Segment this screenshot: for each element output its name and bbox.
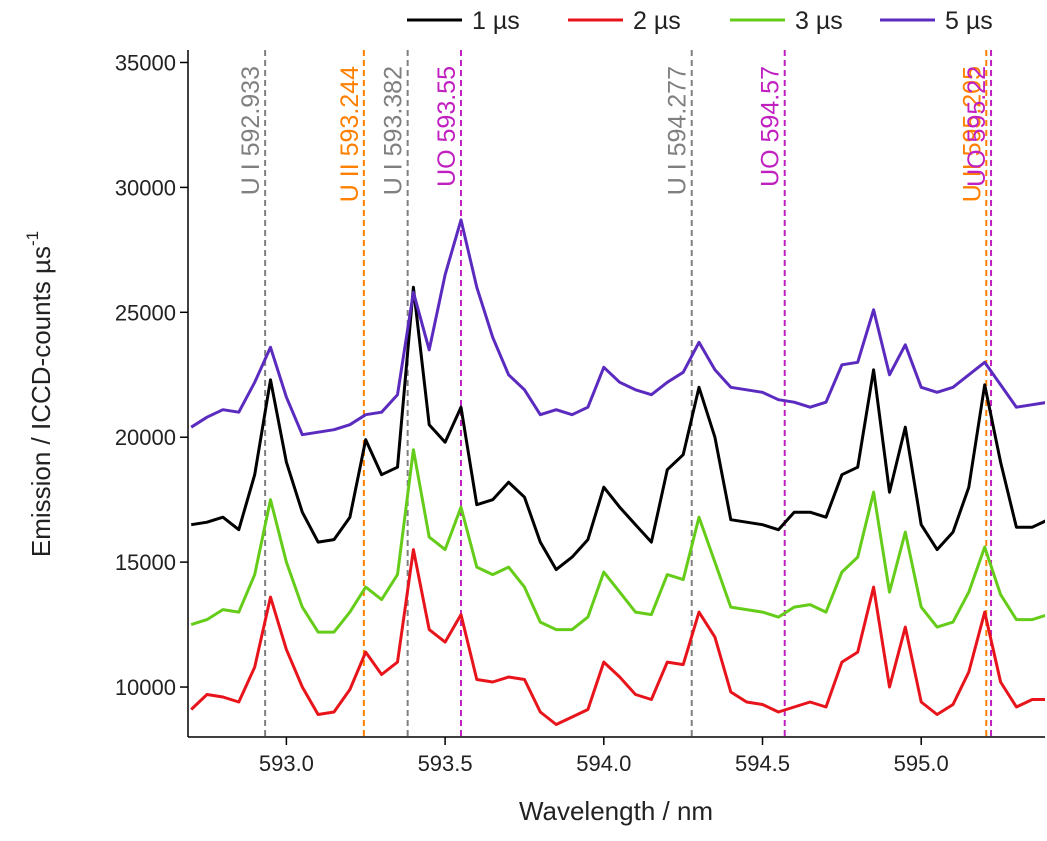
reference-label: U I 593.382: [380, 66, 408, 195]
y-tick-label: 10000: [115, 675, 176, 700]
x-tick-label: 593.0: [259, 751, 314, 776]
reference-label: U I 592.933: [237, 66, 265, 195]
x-axis-label: Wavelength / nm: [519, 796, 713, 826]
reference-label: U I 594.277: [664, 66, 692, 195]
series-line: [190, 448, 1045, 634]
x-tick-label: 593.5: [418, 751, 473, 776]
reference-label: UO 593.55: [433, 66, 461, 187]
series-line: [190, 548, 1045, 726]
series-line: [190, 285, 1045, 572]
x-tick-label: 594.5: [735, 751, 790, 776]
y-tick-label: 25000: [115, 300, 176, 325]
legend-label: 1 µs: [472, 7, 520, 35]
y-tick-label: 30000: [115, 175, 176, 200]
y-tick-label: 20000: [115, 425, 176, 450]
y-axis-label-sup: -1: [23, 231, 42, 246]
reference-label: UO 594.57: [757, 66, 785, 187]
reference-label: UO 595.22: [963, 66, 991, 187]
legend-label: 2 µs: [633, 7, 681, 35]
legend-label: 3 µs: [795, 7, 843, 35]
y-axis-label-text: Emission / ICCD-counts µs: [26, 246, 56, 557]
reference-label: U II 593.244: [336, 66, 364, 202]
x-tick-label: 594.0: [576, 751, 631, 776]
y-axis-label: Emission / ICCD-counts µs-1: [23, 231, 56, 557]
series-line: [190, 218, 1045, 437]
reference-label: U II 595.205: [958, 66, 986, 202]
x-tick-label: 595.0: [894, 751, 949, 776]
legend-label: 5 µs: [945, 7, 993, 35]
y-tick-label: 15000: [115, 550, 176, 575]
y-tick-label: 35000: [115, 50, 176, 75]
